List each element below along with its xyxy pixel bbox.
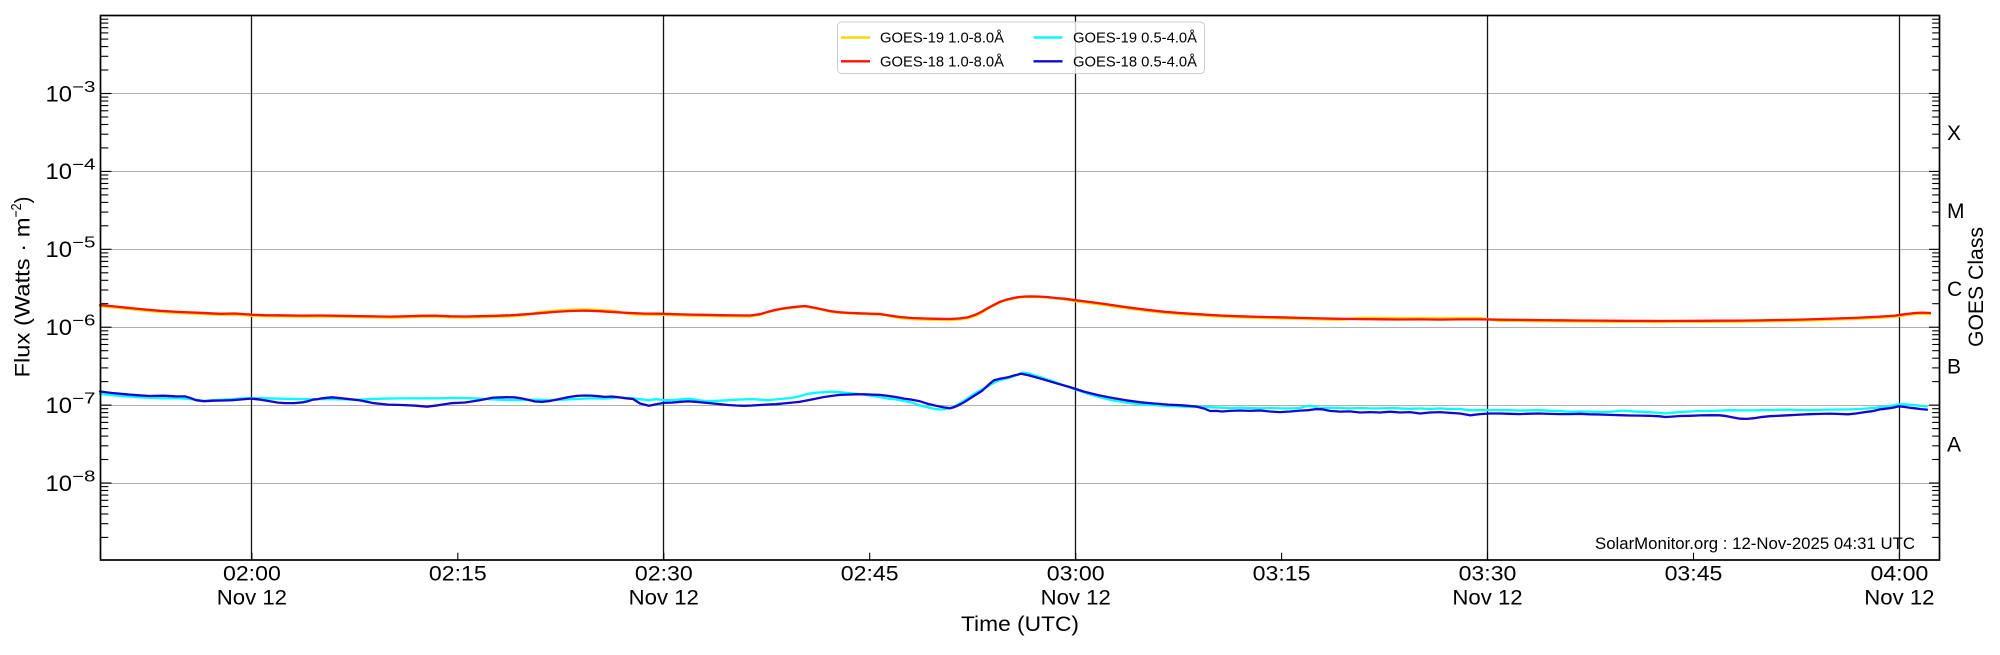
svg-text:10−3: 10−3 (46, 79, 96, 107)
svg-text:03:15: 03:15 (1253, 563, 1311, 586)
svg-text:Nov 12: Nov 12 (1452, 587, 1522, 610)
svg-text:GOES-18 0.5-4.0Å: GOES-18 0.5-4.0Å (1073, 54, 1197, 71)
svg-text:Time (UTC): Time (UTC) (961, 613, 1079, 636)
svg-text:Nov 12: Nov 12 (1864, 587, 1934, 610)
svg-text:04:00: 04:00 (1871, 563, 1929, 586)
svg-text:02:15: 02:15 (429, 563, 487, 586)
svg-text:03:00: 03:00 (1047, 563, 1105, 586)
svg-text:03:45: 03:45 (1665, 563, 1723, 586)
svg-text:C: C (1947, 278, 1962, 301)
svg-text:03:30: 03:30 (1459, 563, 1517, 586)
svg-text:10−7: 10−7 (46, 390, 96, 418)
svg-text:SolarMonitor.org : 12-Nov-2025: SolarMonitor.org : 12-Nov-2025 04:31 UTC (1595, 534, 1915, 553)
svg-text:10−4: 10−4 (46, 157, 96, 185)
svg-text:02:30: 02:30 (635, 563, 693, 586)
svg-text:GOES Class: GOES Class (1965, 227, 1988, 347)
svg-text:02:00: 02:00 (223, 563, 281, 586)
svg-text:02:45: 02:45 (841, 563, 899, 586)
svg-text:Nov 12: Nov 12 (1041, 587, 1111, 610)
svg-text:M: M (1947, 200, 1965, 223)
svg-text:10−6: 10−6 (46, 313, 96, 341)
svg-text:X: X (1947, 122, 1961, 145)
svg-text:Nov 12: Nov 12 (629, 587, 699, 610)
svg-text:10−5: 10−5 (46, 235, 96, 263)
svg-text:10−8: 10−8 (46, 468, 96, 496)
svg-text:Nov 12: Nov 12 (217, 587, 287, 610)
svg-text:GOES-19 1.0-8.0Å: GOES-19 1.0-8.0Å (880, 30, 1004, 47)
svg-text:B: B (1947, 356, 1961, 379)
svg-text:Flux (Watts · m−2): Flux (Watts · m−2) (8, 197, 35, 378)
svg-text:GOES-18 1.0-8.0Å: GOES-18 1.0-8.0Å (880, 54, 1004, 71)
svg-text:A: A (1947, 434, 1961, 457)
svg-text:GOES-19 0.5-4.0Å: GOES-19 0.5-4.0Å (1073, 30, 1197, 47)
